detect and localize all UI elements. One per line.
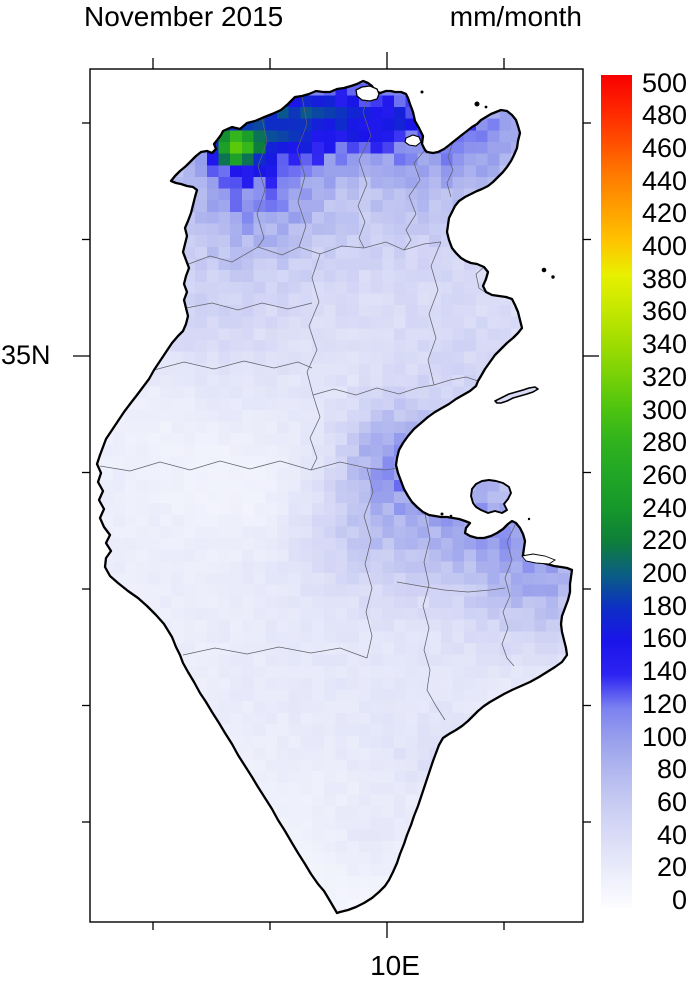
colorbar-tick-label: 160 [641,623,687,654]
islet-dot [440,512,444,516]
colorbar-tick-label: 340 [641,329,687,360]
colorbar-tick-label: 320 [641,361,687,392]
governorate-boundaries [99,87,517,721]
governorate-boundary-line [403,149,426,251]
tunisia-outline [95,79,574,915]
governorate-boundary-line [185,302,313,311]
colorbar-tick-label: 460 [641,132,687,163]
colorbar-tick-label: 260 [641,459,687,490]
colorbar-tick-label: 200 [641,558,687,588]
colorbar [601,75,632,908]
colorbar-tick-label: 80 [656,754,687,785]
colorbar-tick-label: 120 [641,688,687,719]
islet-dot [541,267,547,273]
colorbar-tick-label: 380 [641,263,687,294]
islet-dot [449,514,453,518]
governorate-boundary-line [306,253,321,396]
colorbar-tick-label: 420 [641,198,687,229]
plot-title: November 2015 [84,1,284,32]
colorbar-tick-label: 300 [641,394,687,425]
governorate-boundary-line [309,394,321,471]
governorate-boundary-line [427,241,442,386]
governorate-boundary-line [256,117,268,248]
governorate-boundary-line [433,376,479,386]
biban-lagoon [521,553,556,565]
colorbar-tick-label: 360 [641,296,687,327]
governorate-boundary-line [312,384,435,396]
colorbar-tick-label: 280 [641,427,687,458]
islet-dot [551,275,555,279]
ghar-el-melh-lagoon [404,134,422,147]
colorbar-tick-label: 40 [656,819,687,850]
colorbar-tick-label: 20 [656,852,687,883]
governorate-boundary-line [182,646,368,659]
map-frame [89,68,584,923]
colorbar-tick-label: 240 [641,492,687,523]
djerba-island-outline [470,479,512,514]
governorate-boundary-line [153,360,313,371]
colorbar-tick-label: 60 [656,786,687,817]
islet-dot [527,517,531,521]
colorbar-tick-label: 140 [641,656,687,687]
islet-dot [420,90,424,94]
islet-dot [484,105,488,109]
islet-dot [474,101,480,107]
colorbar-tick-label: 440 [641,165,687,196]
colorbar-tick-label: 100 [641,721,687,752]
governorate-boundary-line [296,95,308,248]
lat-axis-label: 35N [1,340,51,370]
governorate-boundary-line [501,522,517,667]
governorate-boundary-line [396,581,506,593]
governorate-boundary-line [99,460,400,472]
colorbar-tick-label: 220 [641,525,687,556]
colorbar-tick-label: 400 [641,231,687,261]
governorate-boundary-line [475,266,489,295]
lon-axis-label: 10E [370,950,420,981]
kerkennah-islands-outline [494,386,539,404]
colorbar-tick-label: 480 [641,100,687,131]
governorate-boundary-line [357,87,372,249]
colorbar-unit-label: mm/month [449,1,582,32]
bizerte-lagoon [355,85,380,102]
governorate-boundary-line [363,467,374,659]
governorate-boundary-line [422,513,446,721]
axis-ticks [73,52,599,938]
colorbar-tick-label: 500 [641,67,687,98]
colorbar-tick-label: 0 [671,885,687,915]
governorate-boundary-line [446,141,454,198]
colorbar-tick-label: 180 [641,590,687,621]
